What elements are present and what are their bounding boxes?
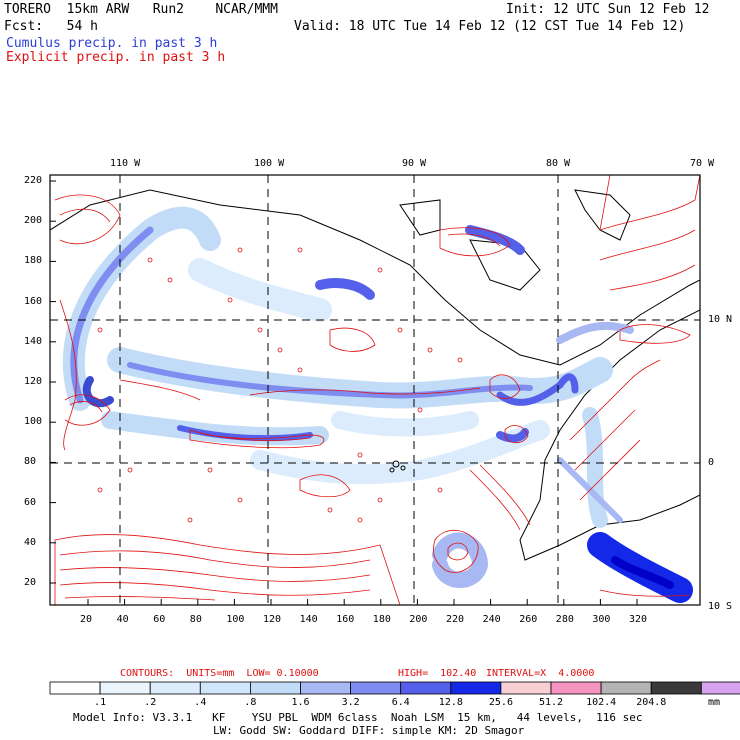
- y-tick-label: 180: [24, 255, 43, 267]
- y-tick-label: 60: [24, 496, 37, 508]
- colorbar-unit: mm: [708, 697, 721, 708]
- graticule: [50, 175, 700, 605]
- init-time: Init: 12 UTC Sun 12 Feb 12: [506, 2, 710, 17]
- model-physics: LW: Godd SW: Goddard DIFF: simple KM: 2D…: [213, 724, 525, 737]
- x-tick-label: 320: [629, 614, 648, 625]
- x-tick-label: 100: [226, 614, 245, 625]
- model-title: TORERO 15km ARW Run2 NCAR/MMM: [4, 2, 278, 17]
- valid-time: Valid: 18 UTC Tue 14 Feb 12 (12 CST Tue …: [294, 19, 686, 34]
- x-tick-label: 140: [299, 614, 318, 625]
- x-tick-label: 200: [409, 614, 428, 625]
- x-tick-label: 260: [519, 614, 538, 625]
- lon-label: 100 W: [254, 158, 285, 169]
- x-tick-label: 220: [446, 614, 465, 625]
- x-tick-label: 240: [482, 614, 501, 625]
- x-tick-label: 300: [592, 614, 611, 625]
- colorbar-label: .2: [144, 697, 157, 708]
- colorbar-label: 6.4: [391, 697, 410, 708]
- y-tick-label: 20: [24, 577, 37, 588]
- y-tick-label: 140: [24, 335, 43, 347]
- colorbar-label: .1: [94, 697, 107, 708]
- contours-label: CONTOURS: UNITS=mm LOW= 0.10000: [120, 668, 319, 679]
- colorbar-label: 204.8: [636, 697, 667, 708]
- axis-ticks: [50, 180, 638, 605]
- contours-high: HIGH= 102.40: [398, 668, 477, 679]
- y-tick-label: 160: [24, 295, 43, 307]
- lon-label: 110 W: [110, 158, 141, 169]
- model-info: Model Info: V3.3.1 KF YSU PBL WDM 6class…: [73, 711, 643, 724]
- colorbar-label: 12.8: [438, 697, 463, 708]
- cumulus-label: Cumulus precip. in past 3 h: [6, 36, 218, 51]
- y-tick-label: 120: [24, 376, 43, 387]
- colorbar-label: 3.2: [341, 697, 360, 708]
- x-tick-label: 120: [263, 614, 282, 625]
- lat-label: 10 N: [708, 314, 733, 325]
- lat-label: 0: [708, 457, 715, 468]
- lon-label: 90 W: [402, 158, 427, 169]
- galapagos-islands: [389, 460, 406, 473]
- y-tick-label: 80: [24, 456, 37, 468]
- x-tick-label: 160: [336, 614, 355, 625]
- x-tick-label: 20: [80, 614, 93, 625]
- y-tick-label: 100: [24, 416, 43, 428]
- colorbar-label: .8: [244, 697, 257, 708]
- lon-label: 80 W: [546, 158, 571, 169]
- colorbar-label: 51.2: [539, 697, 564, 708]
- y-tick-label: 40: [24, 536, 37, 548]
- explicit-label: Explicit precip. in past 3 h: [6, 50, 226, 65]
- x-tick-label: 40: [116, 614, 129, 625]
- x-tick-label: 280: [555, 614, 574, 625]
- x-tick-label: 60: [153, 614, 166, 625]
- lat-label: 10 S: [708, 601, 733, 612]
- colorbar-label: .4: [194, 697, 207, 708]
- colorbar-label: 102.4: [586, 697, 617, 708]
- y-tick-label: 220: [24, 175, 43, 186]
- colorbar-label: 1.6: [291, 697, 310, 708]
- x-tick-label: 80: [189, 614, 202, 625]
- forecast-hour: Fcst: 54 h: [4, 19, 98, 34]
- contours-interval: INTERVAL=X 4.0000: [486, 668, 595, 679]
- contour-specks: [97, 247, 463, 523]
- colorbar-label: 25.6: [488, 697, 513, 708]
- y-tick-label: 200: [24, 215, 43, 227]
- lon-label: 70 W: [690, 158, 715, 169]
- x-tick-label: 180: [372, 614, 391, 625]
